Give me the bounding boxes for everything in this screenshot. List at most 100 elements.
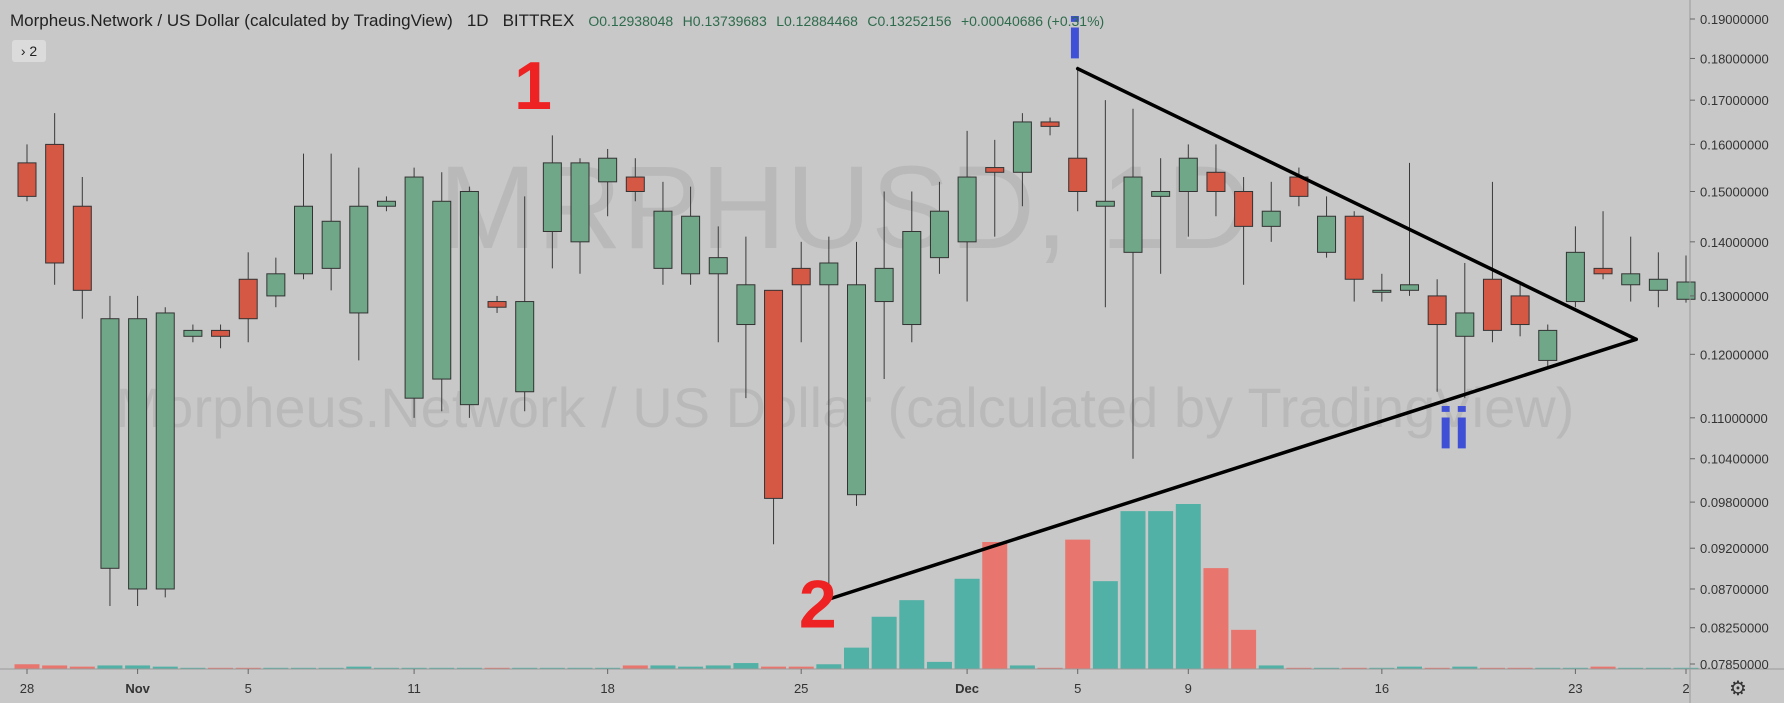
candle-body — [45, 143, 65, 264]
candle[interactable] — [349, 167, 369, 361]
candle[interactable] — [708, 226, 728, 343]
candle-body — [1040, 121, 1060, 127]
volume-bar — [1424, 667, 1450, 669]
candle[interactable] — [542, 135, 562, 269]
candle[interactable] — [128, 295, 148, 606]
candle[interactable] — [1621, 236, 1641, 302]
candle[interactable] — [155, 307, 175, 598]
candle[interactable] — [1648, 252, 1668, 308]
candle[interactable] — [598, 148, 618, 217]
candle[interactable] — [1482, 181, 1502, 343]
volume-bar — [982, 541, 1008, 669]
volume-bar — [1037, 667, 1063, 669]
candle-body — [155, 312, 175, 590]
volume-bar — [926, 661, 952, 669]
volume-bar — [1148, 511, 1174, 669]
candle[interactable] — [1095, 100, 1115, 308]
candle-body — [349, 205, 369, 314]
candle[interactable] — [847, 241, 866, 506]
triangle-trendline[interactable] — [827, 337, 1638, 601]
candle[interactable] — [736, 236, 756, 399]
volume-bar — [97, 665, 123, 669]
price-tick-label: 0.15000000 — [1700, 184, 1769, 199]
candle-body — [321, 220, 341, 269]
candle[interactable] — [1510, 284, 1530, 337]
candle-body — [1012, 121, 1032, 173]
candle[interactable] — [1455, 262, 1475, 399]
candle[interactable] — [487, 295, 507, 313]
candle[interactable] — [72, 177, 92, 319]
candle[interactable] — [266, 257, 286, 308]
settings-gear-icon[interactable]: ⚙ — [1729, 677, 1747, 700]
candle[interactable] — [1289, 167, 1309, 207]
volume-bar — [567, 667, 593, 669]
candle[interactable] — [764, 289, 784, 545]
volume-bar — [1175, 504, 1201, 669]
candle-body — [1372, 289, 1392, 293]
candle[interactable] — [874, 191, 894, 380]
candle[interactable] — [1151, 158, 1171, 274]
candle[interactable] — [1068, 66, 1088, 212]
volume-bar — [373, 667, 399, 669]
candle[interactable] — [294, 153, 313, 280]
candle[interactable] — [1427, 279, 1447, 392]
candle[interactable] — [1040, 117, 1060, 136]
candle-body — [1123, 176, 1143, 253]
candle[interactable] — [1538, 324, 1558, 367]
volume-bar — [1507, 667, 1533, 669]
candle[interactable] — [570, 158, 590, 274]
candle[interactable] — [791, 241, 811, 343]
candle[interactable] — [515, 196, 535, 412]
candle[interactable] — [957, 130, 977, 302]
candle[interactable] — [1372, 273, 1392, 302]
candle[interactable] — [432, 172, 452, 412]
candle[interactable] — [1565, 226, 1585, 308]
candle[interactable] — [1234, 177, 1254, 285]
price-tick-label: 0.09200000 — [1700, 541, 1769, 556]
candle[interactable] — [376, 196, 396, 212]
candle[interactable] — [985, 139, 1005, 237]
candle-body — [238, 278, 258, 320]
candle[interactable] — [653, 181, 673, 285]
candle[interactable] — [17, 144, 37, 202]
annotation-label-i[interactable]: i — [1067, 6, 1083, 71]
ohlc-high: H0.13739683 — [682, 13, 767, 29]
time-tick-label: 16 — [1375, 681, 1389, 696]
candle[interactable] — [819, 236, 839, 602]
candle[interactable] — [681, 186, 701, 285]
candle[interactable] — [404, 167, 424, 418]
indicators-toggle-button[interactable]: › 2 — [12, 40, 46, 62]
candle[interactable] — [902, 191, 922, 343]
candle[interactable] — [321, 153, 341, 291]
triangle-trendline[interactable] — [1075, 66, 1638, 342]
interval-label[interactable]: 1D — [466, 11, 489, 30]
candle[interactable] — [238, 252, 258, 343]
candle[interactable] — [1261, 181, 1281, 242]
candle[interactable] — [100, 295, 120, 606]
annotation-label-1[interactable]: 1 — [514, 48, 552, 124]
candle[interactable] — [1123, 108, 1143, 459]
volume-bar — [1120, 511, 1146, 669]
candle[interactable] — [459, 186, 479, 418]
candle[interactable] — [1206, 144, 1226, 217]
candle[interactable] — [1178, 144, 1198, 237]
volume-bar — [954, 578, 980, 669]
volume-bar — [705, 665, 731, 669]
candle[interactable] — [625, 158, 645, 202]
candle[interactable] — [1317, 196, 1337, 258]
candle-body — [1234, 190, 1254, 227]
volume-bar — [1452, 666, 1478, 669]
candle[interactable] — [1344, 211, 1364, 302]
candle[interactable] — [929, 181, 949, 274]
annotation-label-ii[interactable]: ii — [1438, 396, 1470, 461]
candle[interactable] — [211, 324, 231, 349]
volume-bar — [1341, 667, 1367, 669]
annotation-label-2[interactable]: 2 — [799, 567, 837, 643]
candle[interactable] — [1593, 211, 1613, 280]
candle[interactable] — [45, 113, 65, 285]
candle-body — [72, 205, 92, 291]
time-tick-label: Dec — [955, 681, 979, 696]
candle[interactable] — [183, 324, 203, 343]
candle[interactable] — [1012, 113, 1032, 207]
